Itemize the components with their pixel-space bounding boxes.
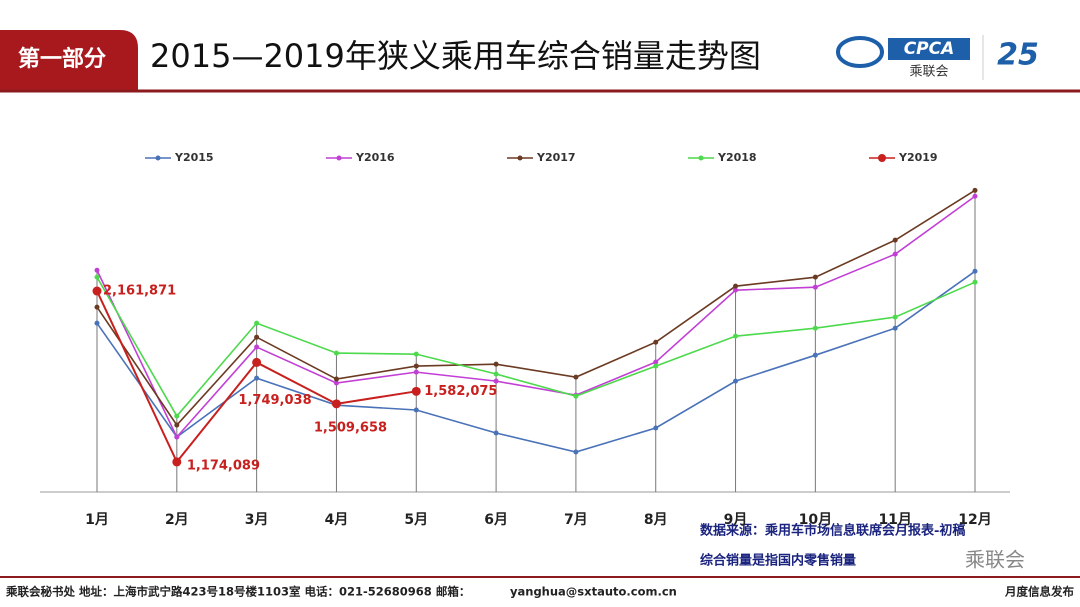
point — [972, 268, 978, 274]
section-label: 第一部分 — [18, 46, 106, 72]
data-label: 2,161,871 — [103, 284, 176, 299]
section-badge — [0, 30, 138, 90]
point — [972, 193, 978, 199]
x-tick-label: 6月 — [484, 512, 508, 528]
point — [653, 339, 659, 345]
point — [254, 344, 260, 350]
x-tick-label: 5月 — [404, 512, 428, 528]
point — [493, 430, 499, 436]
x-tick-label: 9月 — [724, 512, 748, 528]
point — [493, 371, 499, 377]
point — [892, 314, 898, 320]
point — [94, 304, 100, 310]
point — [653, 359, 659, 365]
series-line — [96, 189, 976, 427]
point — [733, 283, 739, 289]
point — [174, 434, 180, 440]
legend-label: Y2015 — [174, 151, 214, 164]
legend-label: Y2018 — [717, 151, 757, 164]
point — [254, 375, 260, 381]
legend-label: Y2016 — [355, 151, 395, 164]
point — [892, 251, 898, 257]
point — [254, 334, 260, 340]
data-label: 1,582,075 — [424, 384, 497, 399]
x-tick-label: 10月 — [799, 512, 832, 528]
point — [573, 393, 579, 399]
logo-name: 乘联会 — [909, 65, 948, 80]
point — [653, 363, 659, 369]
point — [94, 274, 100, 280]
x-tick-label: 1月 — [85, 512, 109, 528]
point — [892, 325, 898, 331]
point — [333, 380, 339, 386]
point — [573, 374, 579, 380]
definition-note: 综合销量是指国内零售销量 — [700, 553, 856, 569]
x-tick-label: 4月 — [325, 512, 349, 528]
x-tick-label: 3月 — [245, 512, 269, 528]
point — [333, 350, 339, 356]
data-label: 1,749,038 — [238, 393, 311, 408]
series-line — [96, 195, 976, 439]
series-line — [96, 276, 976, 418]
point — [94, 267, 100, 273]
point — [653, 425, 659, 431]
anniversary-logo: 25 — [997, 38, 1039, 73]
legend-marker — [698, 155, 704, 161]
data-label: 1,509,658 — [314, 420, 387, 435]
legend-marker — [336, 155, 342, 161]
point — [254, 320, 260, 326]
point — [172, 457, 182, 467]
source-note: 数据来源：乘用车市场信息联席会月报表-初稿 — [700, 523, 965, 539]
point — [411, 386, 421, 396]
point — [252, 357, 262, 367]
legend-marker — [878, 154, 886, 162]
legend-label: Y2017 — [536, 151, 576, 164]
legend-marker — [517, 155, 523, 161]
footer-email: yanghua@sxtauto.com.cn — [510, 585, 677, 599]
point — [413, 407, 419, 413]
point — [812, 325, 818, 331]
point — [92, 286, 102, 296]
point — [333, 376, 339, 382]
point — [573, 449, 579, 455]
point — [892, 237, 898, 243]
slide-title: 2015—2019年狭义乘用车综合销量走势图 — [150, 37, 761, 75]
point — [733, 287, 739, 293]
point — [493, 378, 499, 384]
x-tick-label: 11月 — [878, 512, 911, 528]
point — [812, 284, 818, 290]
point — [413, 351, 419, 357]
point — [493, 361, 499, 367]
footer-address: 乘联会秘书处 地址：上海市武宁路423号18号楼1103室 电话：021-526… — [5, 585, 470, 599]
x-tick-label: 8月 — [644, 512, 668, 528]
legend-label: Y2019 — [898, 151, 938, 164]
data-label: 1,174,089 — [187, 458, 260, 473]
point — [413, 363, 419, 369]
point — [174, 413, 180, 419]
point — [174, 422, 180, 428]
x-tick-label: 12月 — [958, 512, 991, 528]
point — [413, 369, 419, 375]
x-tick-label: 7月 — [564, 512, 588, 528]
watermark: 乘联会 — [965, 548, 1025, 572]
logo-mark — [836, 36, 884, 68]
legend-marker — [155, 155, 161, 161]
logo-text: CPCA — [904, 39, 955, 59]
point — [972, 279, 978, 285]
series-line — [96, 270, 976, 453]
point — [94, 320, 100, 326]
point — [972, 187, 978, 193]
logo-box — [888, 38, 970, 60]
point — [733, 333, 739, 339]
point — [331, 399, 341, 409]
point — [812, 352, 818, 358]
footer-right: 月度信息发布 — [1004, 585, 1074, 599]
point — [812, 274, 818, 280]
x-tick-label: 2月 — [165, 512, 189, 528]
point — [733, 378, 739, 384]
